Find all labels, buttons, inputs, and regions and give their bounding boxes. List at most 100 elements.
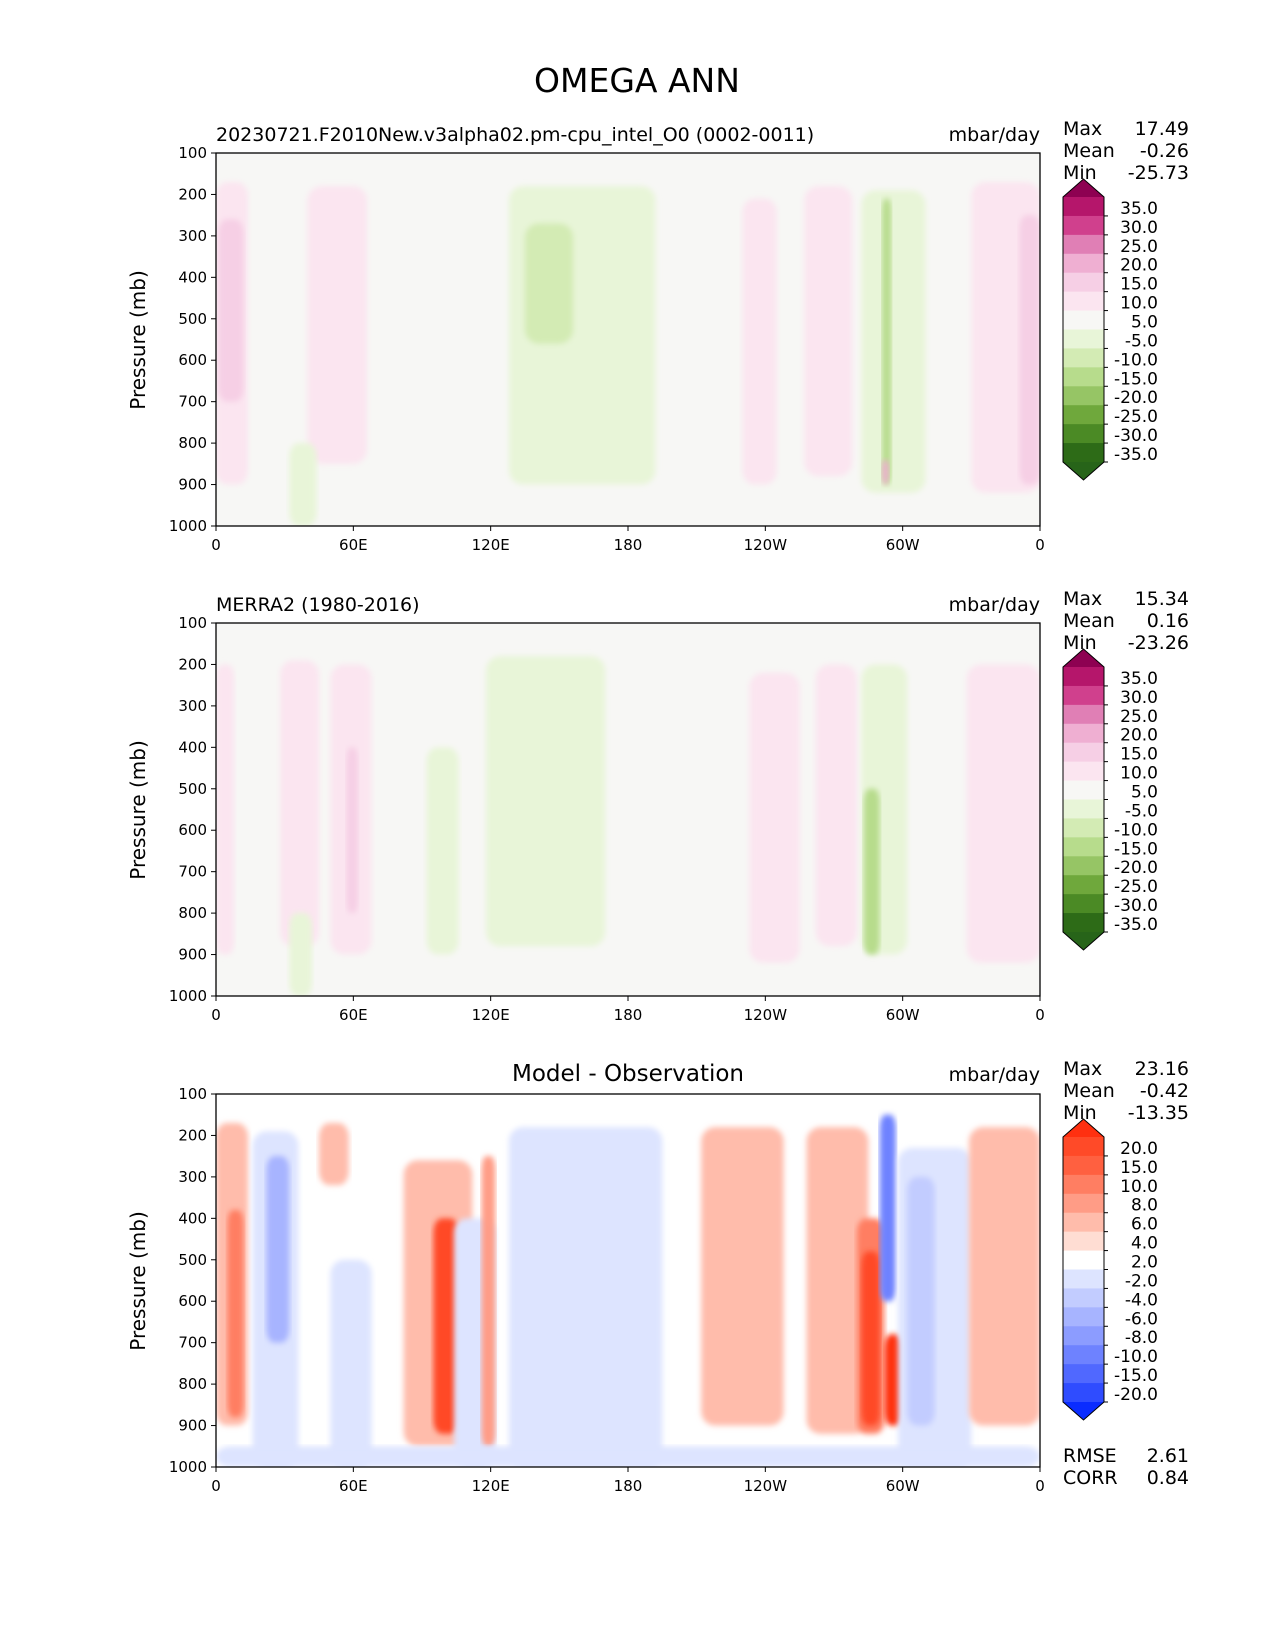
colorbar-tick-label: 20.0 — [1120, 256, 1158, 276]
colorbar-tick-label: 8.0 — [1131, 1196, 1158, 1216]
field-contour — [815, 664, 857, 947]
y-tick-label: 100 — [178, 144, 207, 162]
colorbar-bin — [1063, 913, 1104, 933]
stat-min-value: -25.73 — [1128, 162, 1189, 184]
x-tick-label: 120W — [744, 1006, 788, 1024]
colorbar-bin — [1063, 348, 1104, 368]
y-tick-label: 200 — [178, 185, 207, 203]
colorbar: 35.030.025.020.015.010.05.0-5.0-10.0-15.… — [1062, 648, 1158, 951]
y-axis: 100 200 300 400 500 600 700 800 900 1000 — [169, 144, 216, 535]
field-contour — [882, 198, 892, 485]
stat-min-value: -23.26 — [1128, 632, 1189, 654]
colorbar-bin — [1063, 780, 1104, 800]
x-tick-label: 0 — [211, 536, 221, 554]
plot-frame — [215, 1093, 1041, 1468]
field-contour — [525, 223, 574, 344]
y-tick-label: 100 — [178, 614, 207, 632]
colorbar-bin — [1063, 253, 1104, 274]
colorbar-bin — [1063, 1137, 1104, 1157]
x-tick-label: 60E — [339, 536, 368, 554]
colorbar-tick-label: 5.0 — [1131, 313, 1158, 333]
colorbar-tick-label: -20.0 — [1114, 858, 1158, 878]
stat-max-label: Max — [1063, 588, 1102, 610]
colorbar-bin — [1063, 1193, 1104, 1214]
colorbar-bin — [1063, 704, 1104, 725]
panel-title: 20230721.F2010New.v3alpha02.pm-cpu_intel… — [216, 124, 814, 146]
x-axis: 0 60E 120E 180 120W 60W 0 — [211, 526, 1045, 554]
y-tick-label: 800 — [178, 1375, 207, 1393]
panel-model: 20230721.F2010New.v3alpha02.pm-cpu_intel… — [126, 118, 1189, 554]
heatmap-plot — [216, 1094, 1040, 1467]
colorbar-tick-label: -15.0 — [1114, 369, 1158, 389]
y-tick-label: 1000 — [169, 1458, 207, 1476]
colorbar-bin — [1063, 310, 1104, 330]
bottom-stats-block: RMSE 2.61 CORR 0.84 — [1063, 1445, 1189, 1489]
colorbar-tick-label: -15.0 — [1114, 1366, 1158, 1386]
stat-min-value: -13.35 — [1128, 1102, 1189, 1124]
colorbar-extend-bottom — [1063, 462, 1104, 480]
stat-mean-value: 0.16 — [1147, 610, 1189, 632]
y-tick-label: 600 — [178, 351, 207, 369]
colorbar-tick-label: 6.0 — [1131, 1215, 1158, 1235]
stat-mean-label: Mean — [1063, 1080, 1115, 1102]
colorbar-bin — [1063, 405, 1104, 425]
field-contour — [701, 1127, 784, 1426]
field-contour — [508, 1127, 663, 1467]
x-axis: 0 60E 120E 180 120W 60W 0 — [211, 1467, 1045, 1495]
field-contour — [319, 1123, 349, 1186]
stat-corr-label: CORR — [1063, 1467, 1118, 1489]
colorbar-bin — [1063, 723, 1104, 744]
stat-min-label: Min — [1063, 1102, 1097, 1124]
stat-mean-value: -0.26 — [1140, 140, 1189, 162]
field-contour — [218, 219, 244, 402]
x-tick-label: 180 — [614, 536, 643, 554]
stat-rmse-value: 2.61 — [1147, 1445, 1189, 1467]
stat-mean-label: Mean — [1063, 610, 1115, 632]
stat-mean-label: Mean — [1063, 140, 1115, 162]
plot-frame — [215, 622, 1041, 997]
stat-max-value: 23.16 — [1135, 1058, 1189, 1080]
stats-block: Max 15.34 Mean 0.16 Min -23.26 — [1063, 588, 1189, 654]
field-contour — [216, 664, 235, 955]
field-contour — [227, 1210, 244, 1418]
y-tick-label: 300 — [178, 227, 207, 245]
colorbar-bin — [1063, 1231, 1104, 1252]
field-contour — [307, 186, 368, 464]
colorbar-bin — [1063, 386, 1104, 406]
colorbar-tick-label: 20.0 — [1120, 726, 1158, 746]
field-contour — [882, 459, 889, 485]
x-tick-label: 60E — [339, 1477, 368, 1495]
colorbar-bin — [1063, 1383, 1104, 1403]
colorbar: 20.015.010.08.06.04.02.0-2.0-4.0-6.0-8.0… — [1062, 1118, 1158, 1421]
colorbar-tick-label: -20.0 — [1114, 388, 1158, 408]
colorbar: 35.030.025.020.015.010.05.0-5.0-10.0-15.… — [1062, 178, 1158, 481]
y-tick-label: 900 — [178, 1417, 207, 1435]
colorbar-tick-label: -10.0 — [1114, 1347, 1158, 1367]
colorbar-bin — [1063, 1364, 1104, 1384]
field-contour — [216, 1446, 1040, 1467]
field-contour — [742, 198, 777, 485]
x-tick-label: 0 — [1035, 1006, 1045, 1024]
x-tick-label: 60W — [886, 536, 920, 554]
y-tick-label: 600 — [178, 1292, 207, 1310]
colorbar-tick-label: 15.0 — [1120, 1158, 1158, 1178]
colorbar-tick-label: -15.0 — [1114, 839, 1158, 859]
colorbar-extend-top — [1063, 179, 1104, 197]
plot-frame — [215, 152, 1041, 527]
colorbar-tick-label: 35.0 — [1120, 669, 1158, 689]
colorbar-bin — [1063, 234, 1104, 255]
y-axis: 100 200 300 400 500 600 700 800 900 1000 — [169, 1085, 216, 1476]
colorbar-bin — [1063, 1174, 1104, 1195]
y-axis: 100 200 300 400 500 600 700 800 900 1000 — [169, 614, 216, 1005]
x-tick-label: 60W — [886, 1477, 920, 1495]
colorbar-tick-label: 2.0 — [1131, 1253, 1158, 1273]
x-tick-label: 0 — [211, 1006, 221, 1024]
x-tick-label: 0 — [211, 1477, 221, 1495]
colorbar-extend-top — [1063, 1119, 1104, 1137]
colorbar-bin — [1063, 818, 1104, 838]
y-tick-label: 900 — [178, 476, 207, 494]
x-tick-label: 0 — [1035, 536, 1045, 554]
colorbar-bin — [1063, 685, 1104, 706]
colorbar-bin — [1063, 1250, 1104, 1270]
colorbar-bin — [1063, 424, 1104, 444]
